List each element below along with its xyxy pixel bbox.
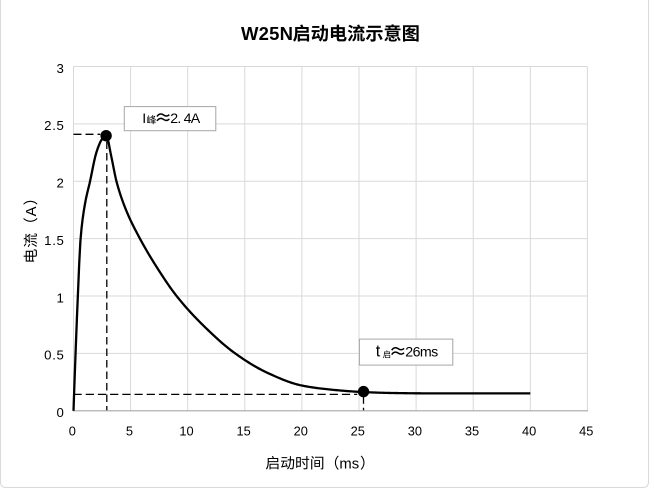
svg-text:W25N: W25N [241,23,293,44]
svg-text:35: 35 [465,424,479,439]
svg-text:t: t [376,343,381,361]
svg-text:0.5: 0.5 [44,348,64,363]
svg-text:I: I [142,111,146,127]
svg-text:1: 1 [57,290,65,305]
svg-text:26ms: 26ms [405,345,438,361]
svg-text:10: 10 [179,424,193,439]
svg-text:0: 0 [57,405,65,420]
svg-text:40: 40 [522,424,536,439]
svg-text:15: 15 [236,424,250,439]
svg-text:5: 5 [126,424,133,439]
svg-text:ms: ms [339,456,359,472]
svg-text:3: 3 [57,61,65,76]
svg-text:20: 20 [294,424,308,439]
svg-text:1.5: 1.5 [44,233,64,248]
svg-text:2: 2 [57,176,65,191]
svg-text:0: 0 [69,424,76,439]
svg-text:A: A [24,206,40,216]
svg-text:30: 30 [408,424,422,439]
svg-text:2. 4A: 2. 4A [170,111,200,127]
svg-text:25: 25 [351,424,365,439]
svg-text:2.5: 2.5 [44,118,64,133]
svg-text:45: 45 [579,424,593,439]
